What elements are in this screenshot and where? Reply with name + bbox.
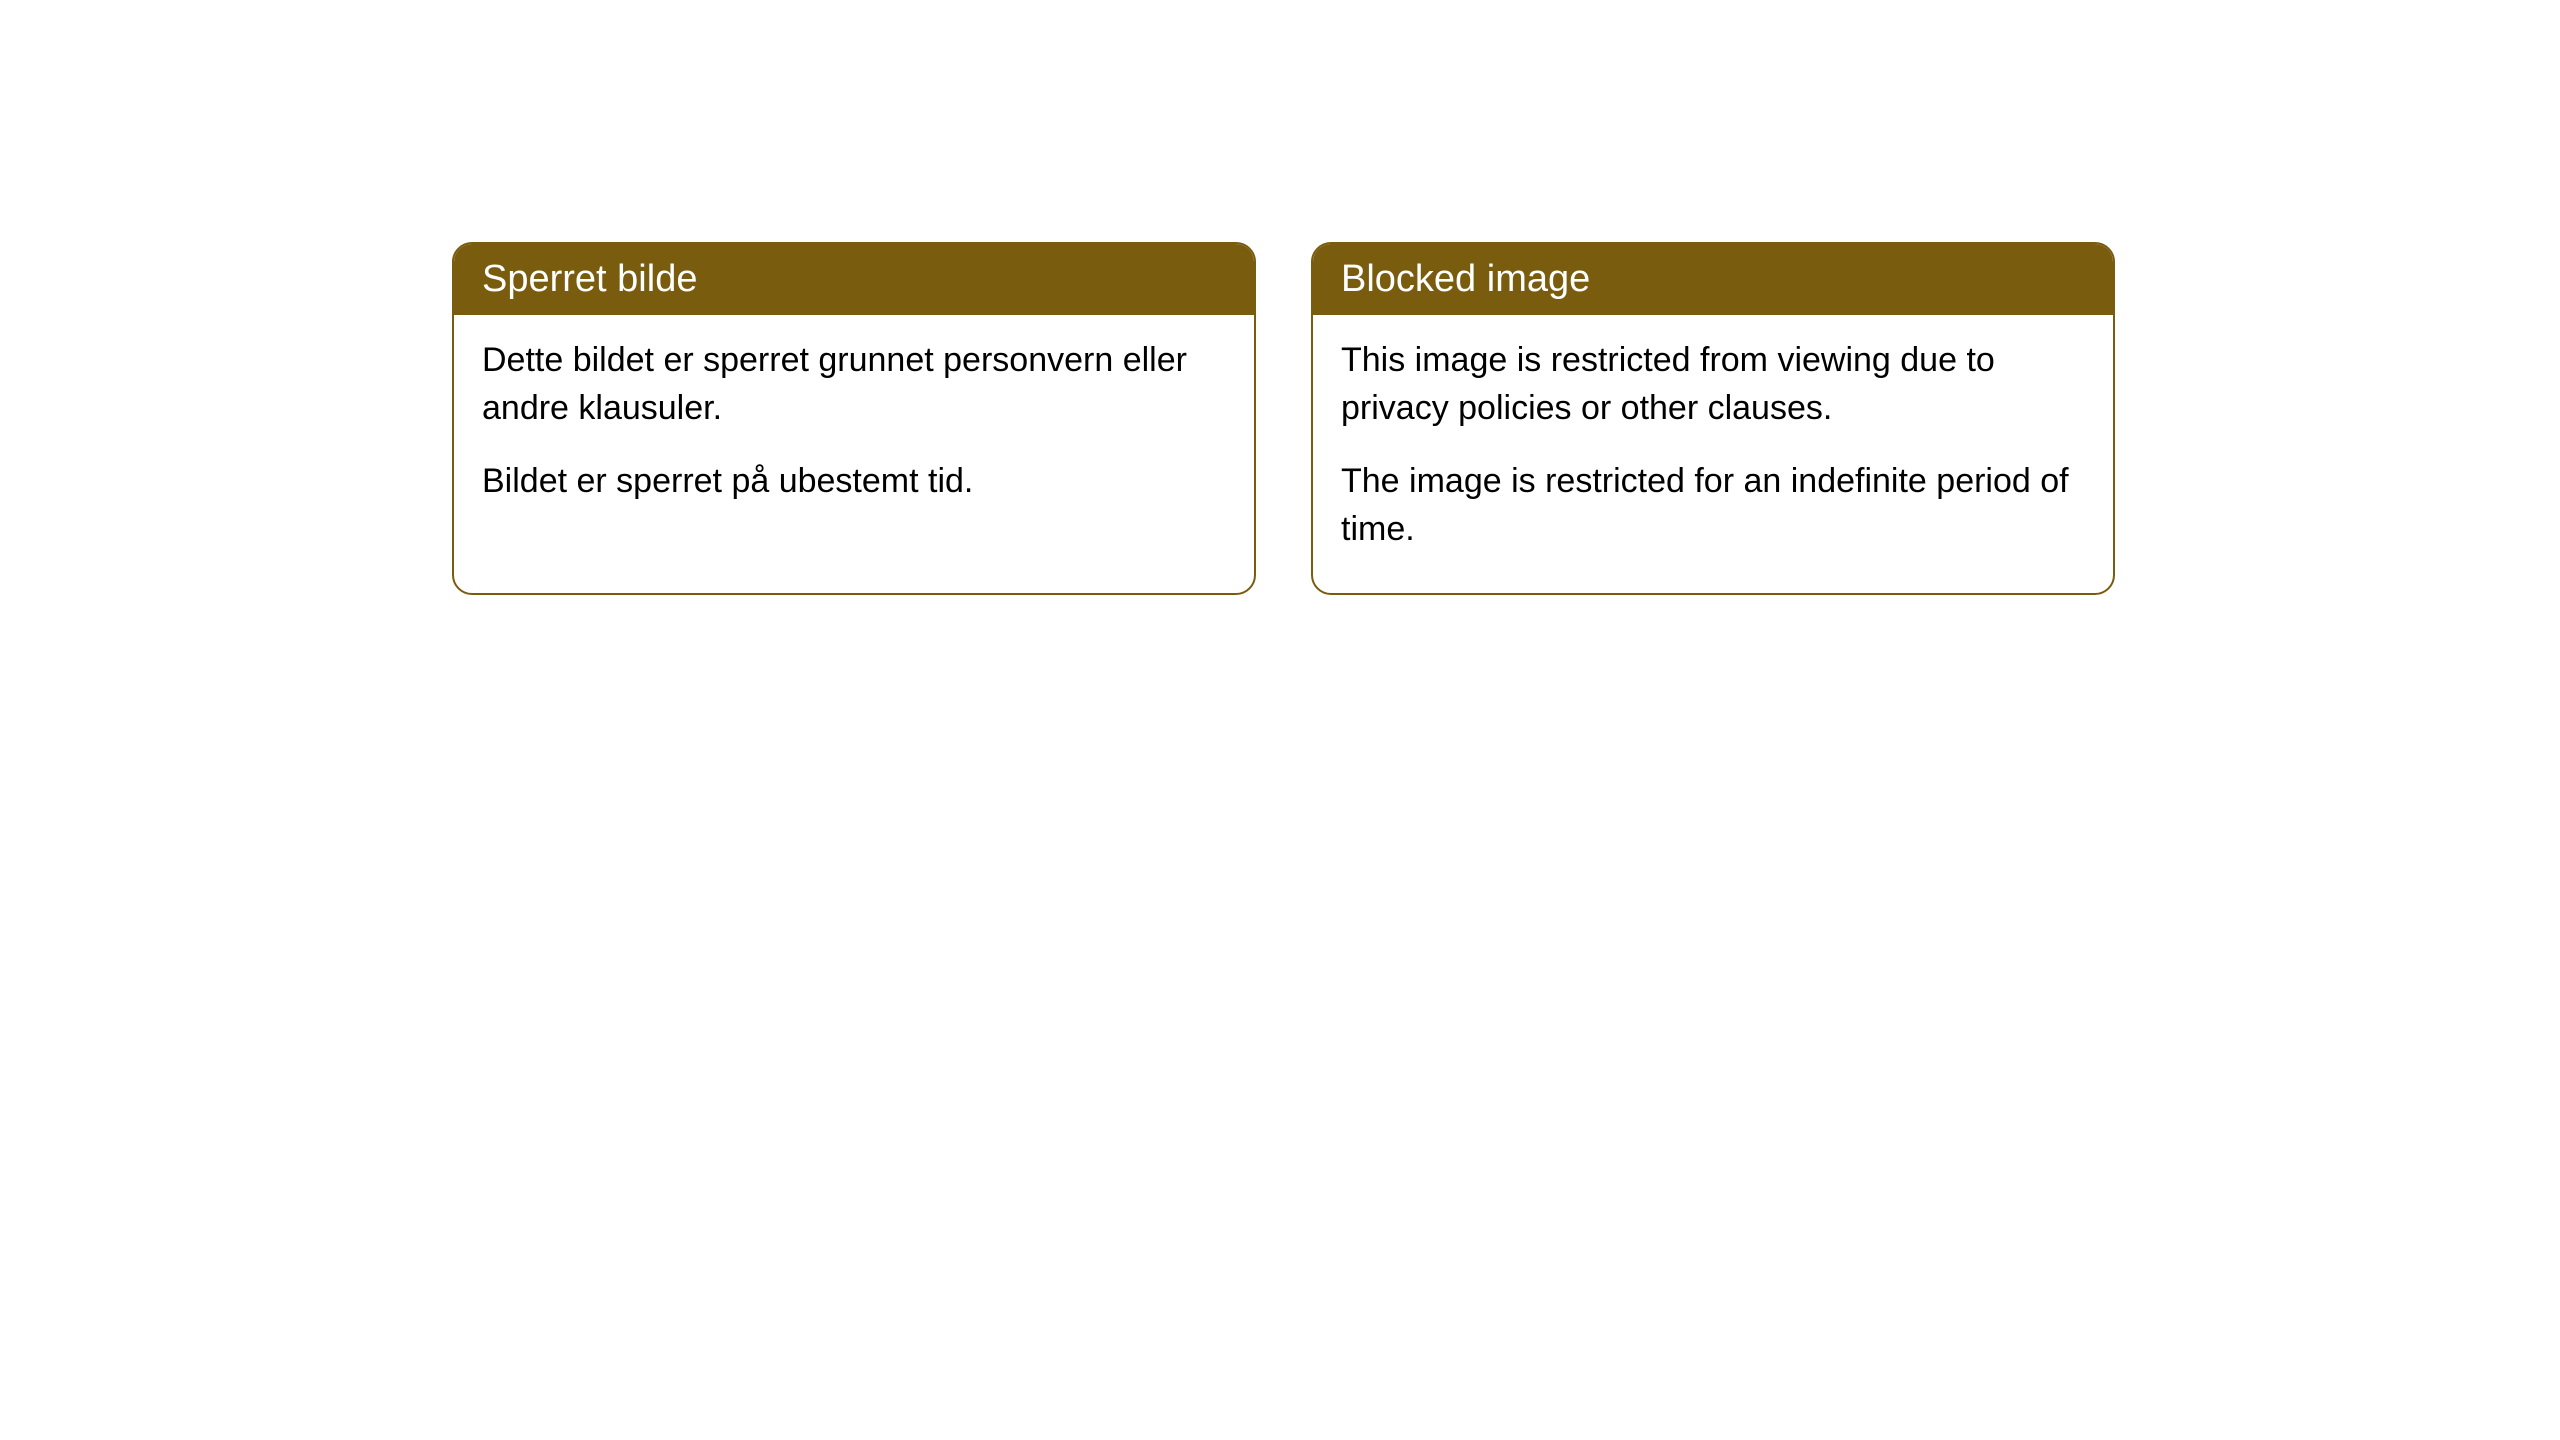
blocked-image-card-en: Blocked image This image is restricted f… bbox=[1311, 242, 2115, 595]
card-body-en: This image is restricted from viewing du… bbox=[1313, 315, 2113, 593]
blocked-image-card-no: Sperret bilde Dette bildet er sperret gr… bbox=[452, 242, 1256, 595]
card-container: Sperret bilde Dette bildet er sperret gr… bbox=[452, 242, 2115, 595]
card-header-no: Sperret bilde bbox=[454, 244, 1254, 315]
card-paragraph-en-1: This image is restricted from viewing du… bbox=[1341, 337, 2085, 432]
card-title-en: Blocked image bbox=[1341, 258, 1590, 300]
card-paragraph-no-2: Bildet er sperret på ubestemt tid. bbox=[482, 458, 1226, 506]
card-header-en: Blocked image bbox=[1313, 244, 2113, 315]
card-paragraph-no-1: Dette bildet er sperret grunnet personve… bbox=[482, 337, 1226, 432]
card-paragraph-en-2: The image is restricted for an indefinit… bbox=[1341, 458, 2085, 553]
card-title-no: Sperret bilde bbox=[482, 258, 697, 300]
card-body-no: Dette bildet er sperret grunnet personve… bbox=[454, 315, 1254, 546]
